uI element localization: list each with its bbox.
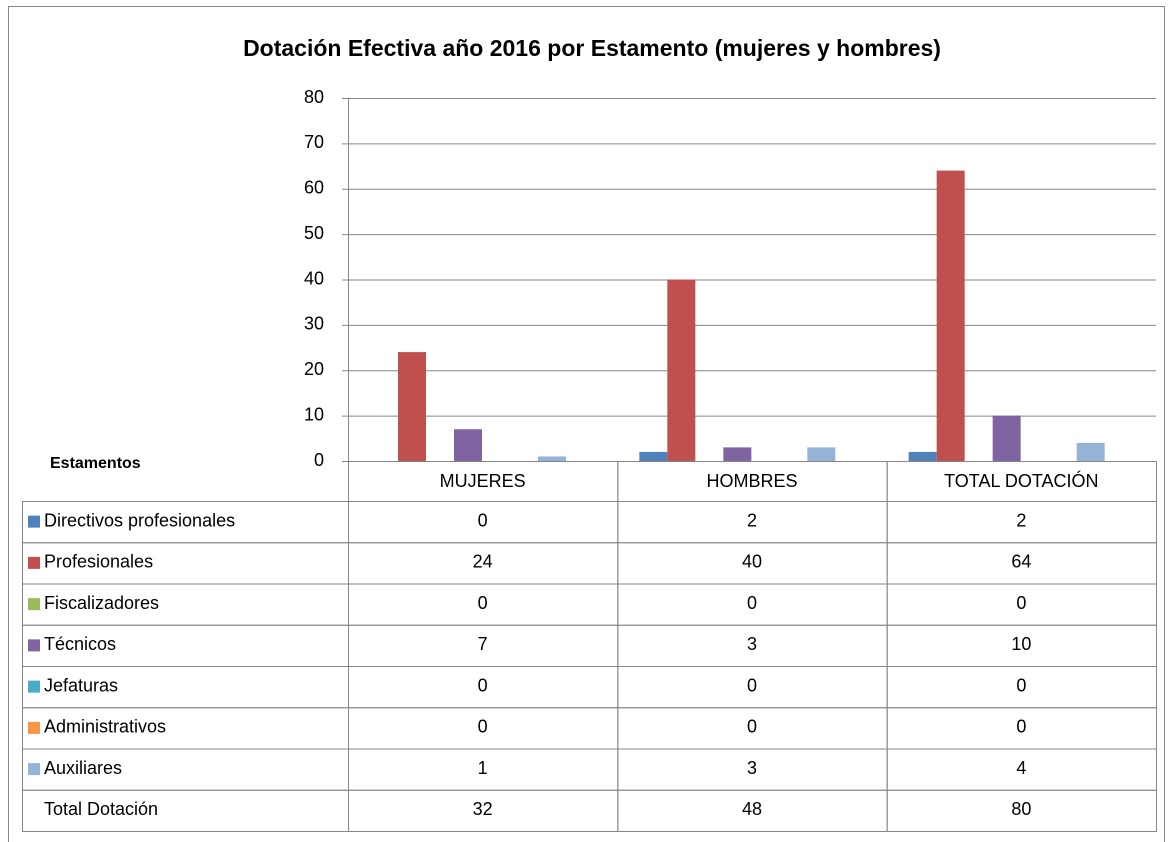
bar [667, 279, 696, 461]
table-value: 0 [478, 717, 488, 737]
total-value: 80 [1011, 799, 1031, 819]
legend-label: Fiscalizadores [44, 593, 159, 613]
y-tick-label: 30 [304, 314, 324, 334]
legend-key [28, 598, 40, 611]
legend-key [28, 721, 40, 734]
legend-label: Jefaturas [44, 675, 118, 695]
total-value: 32 [473, 799, 493, 819]
legend-key [28, 639, 40, 652]
table-value: 3 [747, 634, 757, 654]
table-value: 0 [1016, 593, 1026, 613]
chart-border [8, 6, 1165, 842]
chart-title: Dotación Efectiva año 2016 por Estamento… [243, 35, 941, 61]
table-value: 2 [747, 510, 757, 530]
table-value: 7 [478, 634, 488, 654]
bar [807, 447, 836, 461]
x-tick-label: MUJERES [440, 471, 526, 491]
legend-key [28, 556, 40, 569]
bar [538, 456, 566, 461]
table-value: 0 [747, 717, 757, 737]
bar [723, 447, 752, 461]
bar [1076, 442, 1105, 461]
table-value: 24 [473, 552, 493, 572]
table-value: 64 [1011, 552, 1031, 572]
table-cell [886, 789, 1158, 832]
table-value: 0 [747, 675, 757, 695]
bar [454, 429, 482, 461]
legend-key [28, 680, 40, 693]
y-tick-label: 10 [304, 404, 324, 424]
bar [992, 415, 1021, 461]
legend-key [28, 763, 40, 776]
y-tick-label: 60 [304, 178, 324, 198]
table-value: 0 [478, 593, 488, 613]
table-value: 0 [1016, 717, 1026, 737]
total-label: Total Dotación [44, 799, 158, 819]
bar [398, 352, 426, 461]
legend-label: Técnicos [44, 634, 116, 654]
table-value: 1 [478, 758, 488, 778]
y-tick-label: 0 [314, 450, 324, 470]
bar [639, 451, 668, 461]
table-value: 4 [1016, 758, 1026, 778]
bar [936, 170, 965, 461]
y-tick-label: 70 [304, 132, 324, 152]
x-tick-label: TOTAL DOTACIÓN [944, 470, 1098, 491]
table-value: 0 [478, 510, 488, 530]
table-value: 10 [1011, 634, 1031, 654]
table-value: 0 [1016, 675, 1026, 695]
table-value: 40 [742, 552, 762, 572]
legend-label: Administrativos [44, 717, 166, 737]
x-tick-label: HOMBRES [706, 471, 797, 491]
legend-label: Auxiliares [44, 758, 122, 778]
table-label: Estamentos [50, 455, 141, 472]
legend-label: Profesionales [44, 552, 153, 572]
y-tick-label: 80 [304, 87, 324, 107]
table-value: 2 [1016, 510, 1026, 530]
y-tick-label: 20 [304, 359, 324, 379]
table-value: 0 [478, 675, 488, 695]
table-value: 0 [747, 593, 757, 613]
table-value: 3 [747, 758, 757, 778]
legend-key [28, 515, 40, 528]
legend-label: Directivos profesionales [44, 510, 235, 530]
bar [908, 451, 937, 461]
y-tick-label: 40 [304, 268, 324, 288]
total-value: 48 [742, 799, 762, 819]
y-tick-label: 50 [304, 223, 324, 243]
